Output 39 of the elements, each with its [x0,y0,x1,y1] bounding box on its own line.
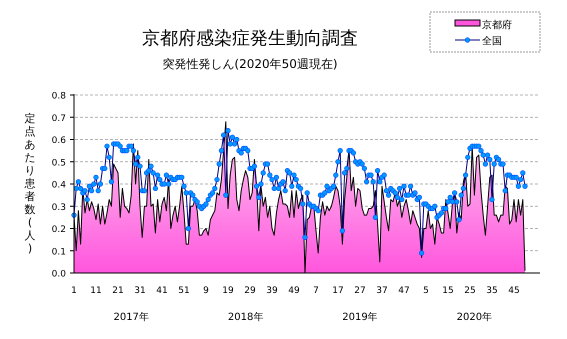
x-tick-label: 7 [313,286,319,296]
x-tick-label: 29 [244,286,256,296]
x-tick-label: 35 [486,286,498,296]
y-tick-label: 0.5 [52,158,66,168]
legend-label: 京都府 [482,19,512,31]
text: 2019年 [342,311,378,323]
y-tick-label: 0.4 [52,180,66,190]
x-tick-label: 49 [288,286,300,296]
x-tick-label: 11 [90,286,102,296]
y-tick-label: 0.0 [52,270,66,280]
text: 2017年 [113,311,149,323]
x-tick-label: 51 [178,286,190,296]
y-tick-label: 0.1 [52,247,66,258]
x-tick-label: 39 [266,286,278,296]
y-tick-label: 0.8 [52,92,66,102]
x-tick-label: 15 [442,286,454,296]
text: 2018年 [228,311,264,323]
y-tick-label: 0.2 [52,225,66,235]
text: 2020年 [456,311,492,323]
x-tick-label: 19 [222,286,234,296]
y-tick-label: 0.7 [52,114,66,124]
x-tick-label: 25 [464,286,476,296]
x-tick-label: 47 [398,286,410,296]
x-tick-label: 17 [332,286,344,296]
x-tick-label: 45 [508,286,520,296]
x-tick-label: 31 [134,286,146,296]
x-tick-label: 1 [71,286,77,296]
chart-subtitle: 突発性発しん(2020年50週現在) [162,57,338,71]
text: 定点あたり患者数(人) [24,112,36,255]
x-tick-label: 9 [203,286,210,296]
x-tick-label: 21 [112,286,124,296]
x-tick-label: 27 [354,286,366,296]
x-tick-label: 5 [423,286,429,296]
chart-title: 京都府感染症発生動向調査 [142,28,358,49]
y-tick-label: 0.3 [52,202,66,213]
legend-label: 全国 [482,35,502,47]
x-tick-label: 37 [376,286,388,296]
x-tick-label: 41 [156,286,168,296]
y-tick-label: 0.6 [52,136,66,146]
